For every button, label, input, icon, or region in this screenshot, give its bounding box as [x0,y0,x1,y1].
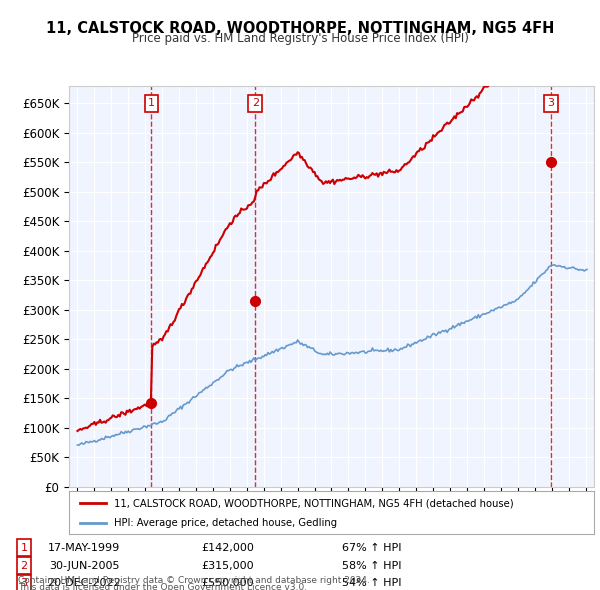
Text: 1: 1 [148,99,155,108]
Text: HPI: Average price, detached house, Gedling: HPI: Average price, detached house, Gedl… [113,519,337,528]
Text: Contains HM Land Registry data © Crown copyright and database right 2024.: Contains HM Land Registry data © Crown c… [18,576,370,585]
Text: £550,000: £550,000 [202,578,254,588]
Text: 11, CALSTOCK ROAD, WOODTHORPE, NOTTINGHAM, NG5 4FH (detached house): 11, CALSTOCK ROAD, WOODTHORPE, NOTTINGHA… [113,499,513,509]
Text: 20-DEC-2022: 20-DEC-2022 [47,578,121,588]
Text: This data is licensed under the Open Government Licence v3.0.: This data is licensed under the Open Gov… [18,584,307,590]
Text: 1: 1 [20,543,28,553]
Text: 3: 3 [20,578,28,588]
Text: 67% ↑ HPI: 67% ↑ HPI [342,543,402,553]
Text: 3: 3 [548,99,554,108]
Text: 17-MAY-1999: 17-MAY-1999 [48,543,120,553]
Text: Price paid vs. HM Land Registry's House Price Index (HPI): Price paid vs. HM Land Registry's House … [131,32,469,45]
Text: 2: 2 [20,560,28,571]
Text: 30-JUN-2005: 30-JUN-2005 [49,560,119,571]
Text: £315,000: £315,000 [202,560,254,571]
Text: 2: 2 [252,99,259,108]
Text: 11, CALSTOCK ROAD, WOODTHORPE, NOTTINGHAM, NG5 4FH: 11, CALSTOCK ROAD, WOODTHORPE, NOTTINGHA… [46,21,554,35]
Text: 58% ↑ HPI: 58% ↑ HPI [342,560,402,571]
Text: 54% ↑ HPI: 54% ↑ HPI [342,578,402,588]
Text: £142,000: £142,000 [202,543,254,553]
